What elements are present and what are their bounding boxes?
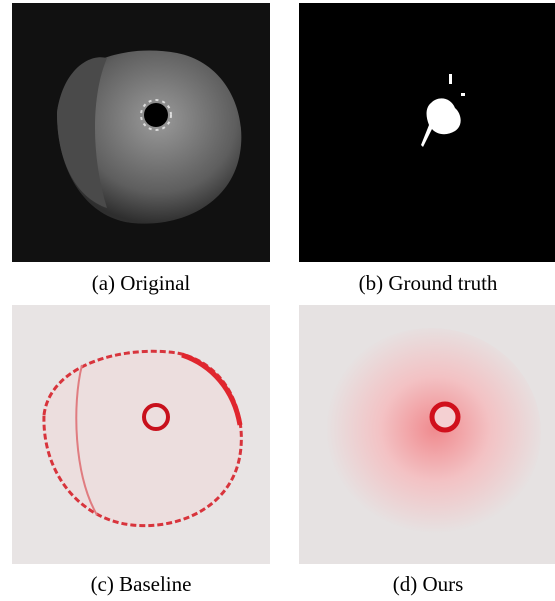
caption: (d) Ours — [299, 572, 555, 597]
original-image — [12, 3, 270, 262]
caption: (a) Original — [12, 271, 270, 296]
ground-truth-image — [299, 3, 555, 262]
caption: (b) Ground truth — [299, 271, 555, 296]
figure: (a) Original (b) Ground truth (c) Baseli… — [0, 0, 555, 601]
baseline-heatmap — [12, 305, 270, 564]
ours-heatmap — [299, 305, 555, 564]
caption: (c) Baseline — [12, 572, 270, 597]
